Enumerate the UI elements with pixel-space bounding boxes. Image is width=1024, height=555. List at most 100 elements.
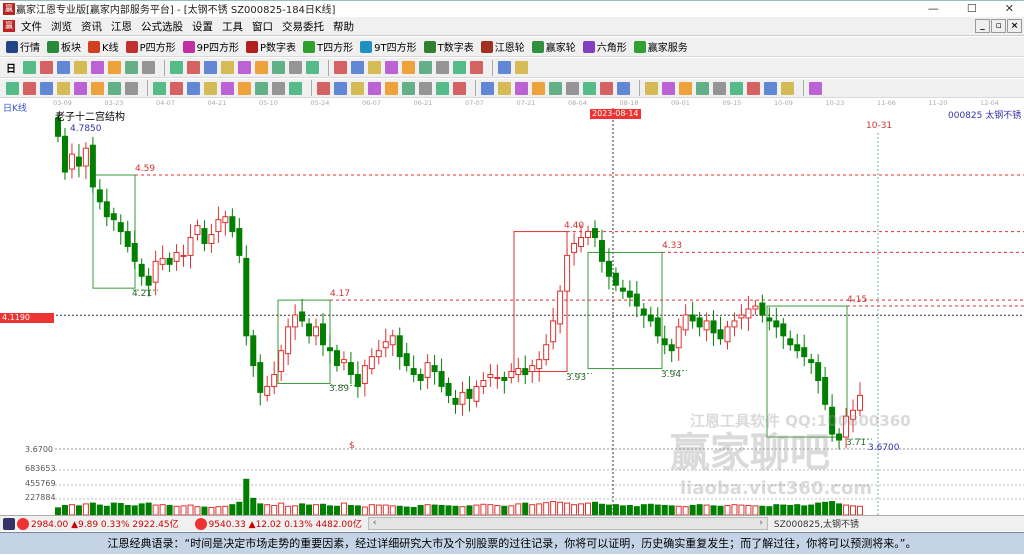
indicator-icon[interactable] xyxy=(74,61,87,74)
trend-icon[interactable] xyxy=(515,81,528,95)
table-icon[interactable] xyxy=(317,81,330,95)
move-down-icon[interactable] xyxy=(289,61,302,74)
period-day-icon[interactable] xyxy=(23,61,36,74)
menu-item[interactable]: 设置 xyxy=(192,20,213,33)
calc-icon[interactable] xyxy=(419,61,432,74)
toolbar-button[interactable]: 行情 xyxy=(6,39,40,54)
infinity-icon[interactable] xyxy=(809,81,822,95)
zoom-out-icon[interactable] xyxy=(255,61,268,74)
frame-icon[interactable] xyxy=(351,81,364,95)
wave-icon[interactable] xyxy=(91,81,104,95)
left-icon[interactable] xyxy=(204,61,217,74)
toolbar-button[interactable]: P四方形 xyxy=(125,39,176,54)
fib-icon[interactable] xyxy=(74,81,87,95)
pen-icon[interactable] xyxy=(385,61,398,74)
menu-item[interactable]: 窗口 xyxy=(252,20,273,33)
fit-icon[interactable] xyxy=(306,61,319,74)
menu-item[interactable]: 交易委托 xyxy=(282,20,324,33)
toolbar-button[interactable]: P数字表 xyxy=(246,39,296,54)
angle-icon[interactable] xyxy=(187,81,200,95)
yinyang-icon[interactable] xyxy=(781,81,794,95)
reset-icon[interactable] xyxy=(334,61,347,74)
scroll-right-icon[interactable]: › xyxy=(759,518,763,528)
coin-icon[interactable] xyxy=(583,81,596,95)
parallel-icon[interactable] xyxy=(23,81,36,95)
maximize-button[interactable]: ☐ xyxy=(966,2,977,15)
n2-icon[interactable] xyxy=(170,81,183,95)
toolbar-button[interactable]: K线 xyxy=(88,39,119,54)
menu-item[interactable]: 资讯 xyxy=(81,20,102,33)
toolbar-button[interactable]: 赢家服务 xyxy=(633,39,688,54)
menu-item[interactable]: 浏览 xyxy=(51,20,72,33)
close-button[interactable]: ✕ xyxy=(1004,2,1014,15)
gold-icon[interactable] xyxy=(600,81,613,95)
gold2-icon[interactable] xyxy=(662,81,675,95)
toolbar-button[interactable]: T数字表 xyxy=(423,39,474,54)
horizontal-scrollbar[interactable]: ‹ › xyxy=(367,517,768,530)
toolbar-button[interactable]: 9P四方形 xyxy=(182,39,239,54)
menu-item[interactable]: 公式选股 xyxy=(141,20,183,33)
grid-lines-icon[interactable] xyxy=(153,81,166,95)
time-icon[interactable] xyxy=(272,81,285,95)
speed-icon[interactable] xyxy=(617,81,630,95)
shenzhen-index[interactable]: 9540.33 ▲12.02 0.13% 4482.00亿 xyxy=(208,520,362,530)
menu-item[interactable]: 工具 xyxy=(222,20,243,33)
angle5-icon[interactable] xyxy=(747,81,760,95)
info-icon[interactable] xyxy=(57,61,70,74)
toolbar-button[interactable]: 赢家轮 xyxy=(531,39,576,54)
hand-icon[interactable] xyxy=(351,61,364,74)
mdi-minimize-button[interactable]: _ xyxy=(975,19,990,33)
toolbar-button[interactable]: 江恩轮 xyxy=(480,39,525,54)
grid-icon[interactable] xyxy=(453,81,466,95)
color-icon[interactable] xyxy=(142,61,155,74)
kline-chart[interactable] xyxy=(0,108,1024,515)
toolbar-button[interactable]: T四方形 xyxy=(303,39,353,54)
fan2-icon[interactable] xyxy=(645,81,658,95)
mdi-close-button[interactable]: × xyxy=(1007,19,1022,33)
circle-icon[interactable] xyxy=(125,81,138,95)
calendar-icon[interactable] xyxy=(436,61,449,74)
save-icon[interactable] xyxy=(498,61,511,74)
lines-icon[interactable] xyxy=(255,81,268,95)
box-icon[interactable] xyxy=(238,81,251,95)
cube-icon[interactable] xyxy=(385,81,398,95)
first-icon[interactable] xyxy=(170,61,183,74)
gear-icon[interactable] xyxy=(221,81,234,95)
grid2-icon[interactable] xyxy=(481,81,494,95)
angle4-icon[interactable] xyxy=(730,81,743,95)
f-icon[interactable] xyxy=(696,81,709,95)
truck-icon[interactable] xyxy=(515,61,528,74)
angle6-icon[interactable] xyxy=(764,81,777,95)
menu-item[interactable]: 文件 xyxy=(21,20,42,33)
zoom-in-icon[interactable] xyxy=(238,61,251,74)
crosshair-icon[interactable] xyxy=(368,61,381,74)
gold-ratio2-icon[interactable] xyxy=(57,81,70,95)
percent-red-icon[interactable] xyxy=(532,81,545,95)
menu-item[interactable]: 江恩 xyxy=(111,20,132,33)
v-icon[interactable] xyxy=(436,81,449,95)
mdi-restore-button[interactable]: ▫ xyxy=(991,19,1006,33)
cycle-icon[interactable] xyxy=(334,81,347,95)
percent-icon[interactable] xyxy=(549,81,562,95)
toolbar-button[interactable]: 板块 xyxy=(47,39,81,54)
gold-ratio-icon[interactable] xyxy=(40,81,53,95)
chart-type-icon[interactable] xyxy=(40,61,53,74)
fx-icon[interactable] xyxy=(125,61,138,74)
target-icon[interactable] xyxy=(204,81,217,95)
notes-icon[interactable] xyxy=(470,61,483,74)
toolbar-button[interactable]: 9T四方形 xyxy=(360,39,417,54)
line-draw-icon[interactable] xyxy=(6,81,19,95)
indicator2-icon[interactable] xyxy=(91,61,104,74)
app-menu-icon[interactable]: 赢 xyxy=(3,20,15,32)
cube2-icon[interactable] xyxy=(402,81,415,95)
lines2-icon[interactable] xyxy=(498,81,511,95)
cursor-select-icon[interactable] xyxy=(108,61,121,74)
grid-icon[interactable] xyxy=(3,517,15,530)
minimize-button[interactable]: — xyxy=(927,2,939,15)
period-dropdown[interactable]: 日 xyxy=(6,64,16,75)
angle3-icon[interactable] xyxy=(713,81,726,95)
cross-icon[interactable] xyxy=(679,81,692,95)
move-up-icon[interactable] xyxy=(272,61,285,74)
toolbar-button[interactable]: 六角形 xyxy=(582,39,627,54)
last-icon[interactable] xyxy=(187,61,200,74)
